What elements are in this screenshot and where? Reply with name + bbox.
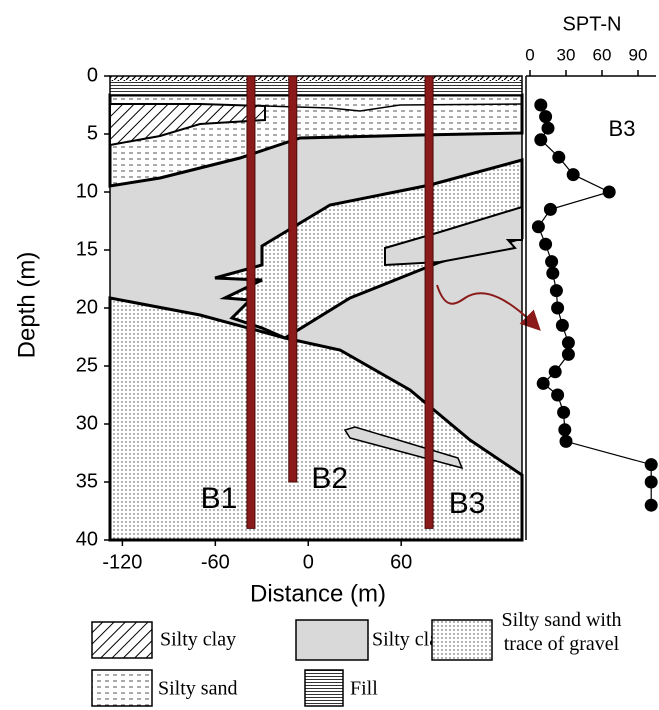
borehole	[288, 75, 298, 483]
x-tick-label: -120	[102, 551, 142, 573]
spt-point	[551, 301, 565, 315]
y-tick-label: 25	[76, 354, 98, 376]
y-tick-label: 40	[76, 528, 98, 550]
y-axis-title: Depth (m)	[13, 252, 40, 359]
x-tick-label: 60	[593, 45, 612, 64]
soil-layers	[108, 75, 524, 542]
spt-point	[549, 284, 563, 298]
x-tick-label: 90	[629, 45, 648, 64]
spt-point	[555, 318, 569, 332]
y-tick-label: 0	[87, 64, 98, 86]
spt-point	[534, 133, 548, 147]
legend-label-box: Silty sand with trace of gravel	[501, 609, 622, 655]
legend: Silty clay Silty clay Silty sand with tr…	[91, 609, 622, 707]
annotation: B3	[609, 116, 636, 141]
spt-point	[552, 150, 566, 164]
spt-point	[561, 347, 575, 361]
spt-point	[536, 376, 550, 390]
clay-lens	[384, 205, 523, 267]
legend-label: Silty clay	[160, 629, 236, 651]
spt-point	[541, 121, 555, 135]
spt-point	[558, 423, 572, 437]
spt-point	[557, 405, 571, 419]
y-tick-label: 35	[76, 470, 98, 492]
arrow	[436, 284, 541, 331]
y-tick-label: 20	[76, 296, 98, 318]
borehole-label: B2	[311, 462, 348, 495]
spt-point	[561, 336, 575, 350]
spt-point	[551, 388, 565, 402]
spt-point	[644, 498, 658, 512]
x-axis-title: Distance (m)	[250, 580, 386, 607]
legend-label: Silty clay	[372, 629, 448, 651]
borehole-label: B3	[449, 487, 486, 520]
legend-swatch	[295, 619, 369, 661]
layer-boundary	[264, 103, 523, 112]
y-tick-label: 30	[76, 412, 98, 434]
x-tick-label: -60	[201, 551, 230, 573]
spt-point	[559, 434, 573, 448]
spt-point	[548, 365, 562, 379]
spt-point	[534, 98, 548, 112]
y-tick-label: 10	[76, 180, 98, 202]
borehole	[424, 75, 434, 529]
legend-label: Silty sand	[158, 678, 237, 700]
spt-point	[543, 202, 557, 216]
borehole	[246, 75, 256, 529]
spt-point	[566, 168, 580, 182]
y-tick-label: 15	[76, 238, 98, 260]
spt-point	[539, 110, 553, 124]
legend-label: Silty sand with trace of gravel	[501, 609, 622, 655]
spt-point	[546, 266, 560, 280]
x-tick-label: 0	[525, 45, 534, 64]
ground-surface	[110, 76, 522, 81]
spt-point	[602, 185, 616, 199]
x-tick-label: 30	[557, 45, 576, 64]
spt-point	[539, 237, 553, 251]
spt-point	[545, 255, 559, 269]
borehole-label: B1	[201, 482, 238, 515]
legend-swatch	[91, 621, 153, 659]
x-axis-title: SPT-N	[563, 13, 622, 35]
legend-swatch	[431, 619, 493, 661]
spt-point	[531, 220, 545, 234]
x-tick-label: 60	[390, 551, 412, 573]
legend-label: Fill	[350, 678, 378, 700]
silty-clay-hatched-region	[109, 103, 266, 147]
x-tick-label: 0	[303, 551, 314, 573]
legend-swatch	[91, 669, 153, 707]
spt-point	[644, 458, 658, 472]
y-tick-label: 5	[87, 122, 98, 144]
spt-point	[644, 475, 658, 489]
legend-swatch	[304, 669, 344, 707]
